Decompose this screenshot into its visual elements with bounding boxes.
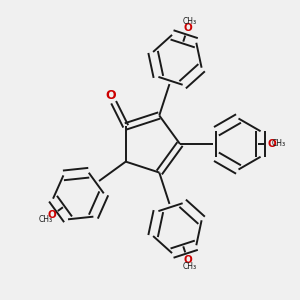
Text: O: O [267,139,276,149]
Text: CH₃: CH₃ [39,215,53,224]
Text: CH₃: CH₃ [271,140,286,148]
Text: O: O [47,210,56,220]
Text: O: O [105,89,116,102]
Text: CH₃: CH₃ [183,17,197,26]
Text: O: O [183,23,192,33]
Text: O: O [183,255,192,265]
Text: CH₃: CH₃ [183,262,197,271]
